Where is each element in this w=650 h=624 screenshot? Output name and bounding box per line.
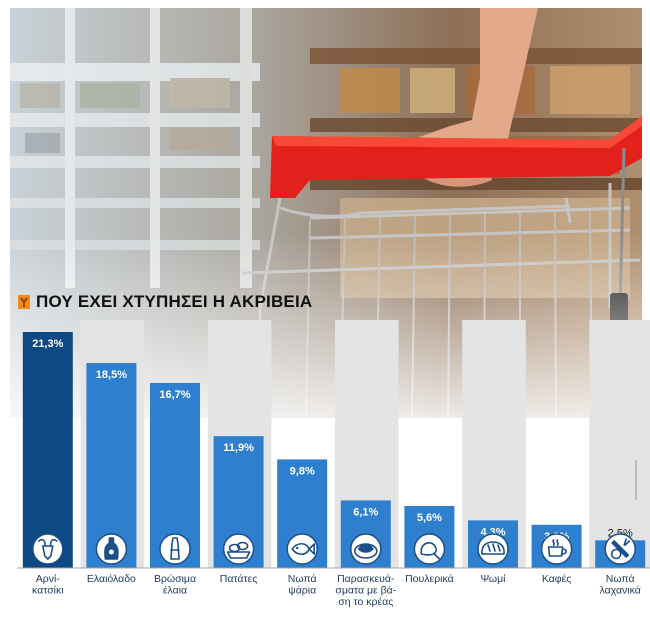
value-label: 16,7% — [159, 389, 190, 401]
value-label: 21,3% — [32, 338, 63, 350]
coffee-cup-icon — [540, 533, 573, 565]
icon-stroke — [170, 537, 180, 560]
icon-stroke — [308, 543, 315, 555]
icon-tomato — [610, 548, 622, 560]
value-label: 18,5% — [96, 369, 127, 381]
category-icons — [32, 533, 636, 565]
chart-title-bar: ΠΟΥ ΕΧΕΙ ΧΤΥΠΗΣΕΙ Η ΑΚΡΙΒΕΙΑ — [18, 291, 312, 313]
icon-stroke — [226, 551, 251, 559]
icon-stroke — [481, 541, 505, 555]
icon-stroke — [623, 538, 630, 546]
potatoes-icon — [222, 533, 255, 565]
value-label: 5,6% — [417, 512, 442, 524]
category-label: Νωπά — [288, 573, 317, 585]
icon-ring — [32, 533, 64, 565]
icon-ring — [540, 533, 573, 565]
category-label: λαχανικά — [600, 585, 641, 597]
fish-icon — [286, 533, 318, 565]
category-label: Βρώσιμα — [154, 573, 196, 585]
value-label: 6,1% — [353, 506, 378, 518]
category-label: Πουλερικά — [405, 573, 454, 585]
bar — [22, 332, 73, 568]
category-label: κατσίκι — [32, 585, 64, 597]
icon-stroke — [547, 546, 564, 557]
category-label: ψάρια — [288, 585, 316, 597]
goat-head-icon — [32, 533, 64, 565]
icon-stroke — [42, 545, 54, 560]
icon-ring — [159, 533, 191, 565]
category-label: Ψωμί — [481, 573, 507, 585]
icon-potato — [228, 543, 241, 553]
icon-ring — [477, 533, 509, 565]
icon-stroke — [420, 542, 437, 556]
icon-stroke — [358, 543, 374, 553]
icon-stroke — [560, 548, 568, 555]
icon-stroke — [552, 539, 559, 546]
category-label: ση το κρέας — [338, 596, 393, 608]
icon-stroke — [104, 537, 119, 560]
olive-jar-icon — [159, 533, 191, 565]
value-label: 11,9% — [223, 442, 254, 454]
title-marker-icon — [18, 295, 30, 309]
meat-products-icon — [350, 533, 382, 565]
icon-stroke — [611, 540, 629, 558]
category-label: Νωπά — [606, 573, 635, 585]
category-label: σματα με βά- — [335, 585, 396, 597]
photo-credit-mark — [635, 460, 637, 500]
category-label: Παρασκευά- — [337, 573, 395, 585]
icon-stroke — [433, 553, 441, 560]
icon-stroke — [38, 538, 46, 547]
value-label: 9,8% — [290, 465, 315, 477]
category-label: Αρνί- — [36, 573, 61, 585]
icon-stroke — [49, 538, 58, 547]
chart-title: ΠΟΥ ΕΧΕΙ ΧΤΥΠΗΣΕΙ Η ΑΚΡΙΒΕΙΑ — [36, 292, 313, 311]
vegetables-icon — [604, 533, 636, 565]
category-label: Πατάτες — [220, 573, 258, 585]
icon-ring — [286, 533, 318, 565]
category-label: Καφές — [542, 573, 572, 585]
poultry-icon — [413, 533, 446, 565]
category-label: έλαια — [163, 585, 187, 597]
category-label: Ελαιόλαδο — [87, 573, 136, 585]
icon-eye — [296, 546, 299, 550]
icon-potato — [236, 541, 249, 551]
icon-stroke — [487, 543, 501, 552]
oil-bottle-icon — [95, 533, 128, 565]
bread-icon — [477, 533, 509, 565]
icon-olive — [108, 549, 114, 555]
column-band — [589, 320, 650, 568]
